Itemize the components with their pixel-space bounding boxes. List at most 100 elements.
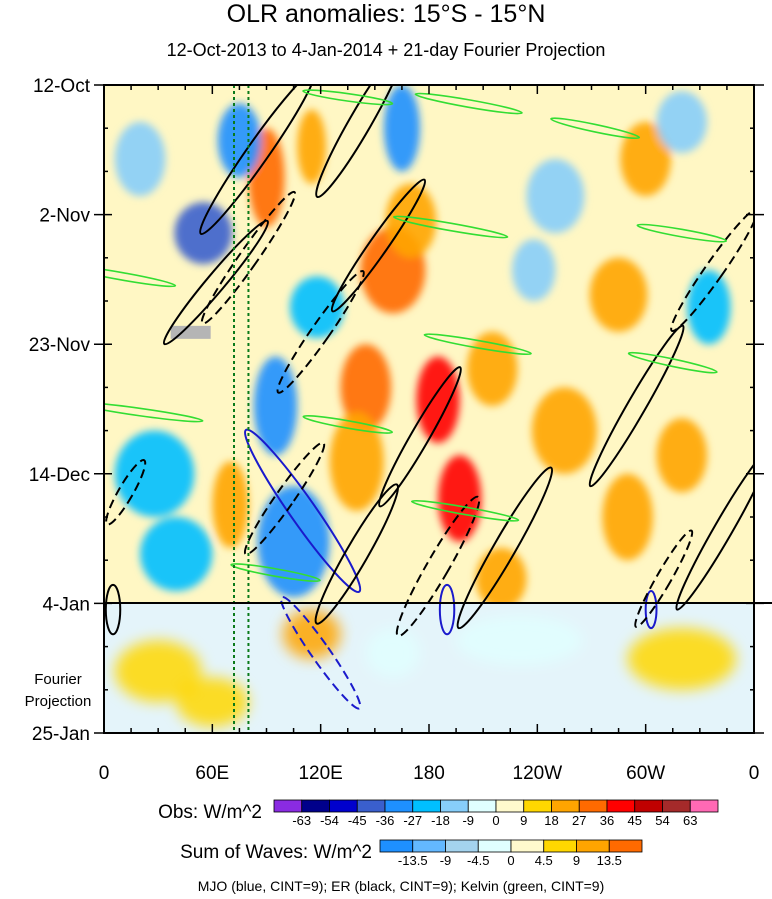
obs-anomaly-patch-3 [297, 109, 327, 184]
kelvin-contour-6 [423, 333, 532, 356]
obs-anomaly-patch-4 [383, 85, 420, 172]
er-contour-6 [378, 366, 462, 508]
colorbar-tick-label: -4.5 [467, 853, 489, 868]
er-contour-16 [104, 583, 122, 636]
colorbar-swatch [606, 799, 636, 813]
y-tick-label: 12-Oct [33, 76, 91, 97]
fourier-projection-field [104, 603, 754, 733]
er-contour-2 [200, 190, 297, 325]
mjo-contour-1 [280, 595, 362, 710]
colorbar-tick-label: 18 [544, 813, 558, 828]
colorbar-tick-label: -9 [440, 853, 452, 868]
obs-anomaly-patch-28 [512, 239, 556, 301]
colorbar-tick-label: -9 [462, 813, 474, 828]
x-tick-label: 60E [195, 763, 229, 784]
colorbar-tick-label: 9 [520, 813, 527, 828]
mjo-contour-0 [244, 428, 362, 594]
colorbar-tick-label: 63 [683, 813, 697, 828]
colorbar-swatch [551, 799, 580, 813]
colorbar-tick-label: -54 [320, 813, 339, 828]
obs-anomaly-patch-10 [416, 356, 460, 443]
projection-anomaly-patch-2 [365, 628, 420, 678]
colorbar-tick-label: 0 [492, 813, 499, 828]
colorbar-title: Obs: W/m^2 [158, 802, 262, 823]
er-contour-13 [675, 448, 754, 611]
mjo-contour-2 [438, 583, 456, 636]
x-tick-label: 0 [99, 763, 110, 784]
missing-data-patch [170, 325, 211, 339]
obs-anomaly-patch-24 [656, 418, 708, 493]
legend-caption: MJO (blue, CINT=9); ER (black, CINT=9); … [198, 878, 605, 894]
kelvin-contour-11 [230, 563, 321, 582]
y-axis: 12-Oct 2-Nov 23-Nov 14-Dec 4-Jan 25-Jan [29, 76, 764, 745]
er-contour-15 [105, 459, 147, 526]
obs-anomaly-patch-12 [438, 455, 482, 542]
er-contour-10 [456, 466, 554, 630]
x-tick-label: 0 [749, 763, 760, 784]
y-tick-label: 14-Dec [29, 465, 90, 486]
obs-anomaly-patch-22 [526, 159, 585, 234]
colorbar-swatch [445, 839, 479, 853]
er-contour-1 [315, 85, 406, 199]
er-contour-9 [395, 495, 481, 638]
chart-subtitle: 12-Oct-2013 to 4-Jan-2014 + 21-day Fouri… [166, 40, 606, 60]
colorbar-tick-label: 9 [573, 853, 580, 868]
colorbar-swatch [523, 799, 552, 813]
colorbar-swatch [412, 799, 441, 813]
colorbar-tick-label: -63 [292, 813, 311, 828]
x-tick-label: 180 [413, 763, 445, 784]
obs-anomaly-patch-14 [531, 387, 597, 474]
colorbar-tick-label: 54 [655, 813, 669, 828]
projection-anomaly-patch-5 [176, 677, 249, 727]
er-contour-12 [670, 208, 754, 333]
obs-anomaly-patch-27 [114, 122, 166, 197]
observed-anomaly-field [104, 85, 754, 603]
obs-anomaly-patch-17 [140, 517, 213, 592]
er-contour-3 [330, 178, 427, 313]
er-contour-11 [588, 324, 685, 488]
er-contour-5 [276, 269, 365, 394]
colorbar-swatch [379, 839, 414, 853]
colorbar-swatch [608, 839, 643, 853]
kelvin-contour-1 [414, 92, 523, 115]
obs-anomaly-patch-7 [289, 276, 345, 339]
colorbar-tick-label: 27 [572, 813, 586, 828]
obs-anomaly-patch-6 [385, 183, 437, 258]
colorbar-swatch [543, 839, 577, 853]
y-tick-label: 25-Jan [32, 724, 90, 745]
colorbar-tick-label: -36 [376, 813, 395, 828]
y-tick-label: 23-Nov [29, 335, 91, 356]
colorbar-swatch [384, 799, 414, 813]
colorbar-tick-label: 4.5 [535, 853, 553, 868]
kelvin-contour-4 [636, 223, 728, 243]
colorbar-tick-label: -18 [431, 813, 450, 828]
colorbar-tick-label: 13.5 [597, 853, 622, 868]
y-tick-label: 4-Jan [42, 594, 90, 615]
colorbar-tick-label: -45 [348, 813, 367, 828]
obs-anomaly-patch-11 [329, 412, 384, 511]
colorbar-tick-label: -27 [403, 813, 422, 828]
obs-anomaly-patch-2 [217, 103, 262, 178]
colorbar-swatch [440, 799, 469, 813]
colorbar-swatch [273, 799, 303, 813]
obs-anomaly-patch-23 [602, 473, 653, 561]
kelvin-contour-0 [302, 89, 394, 106]
kelvin-contour-5 [104, 265, 177, 288]
projection-anomaly-patch-0 [282, 609, 341, 659]
x-axis: 0 60E 120E 180 120W 60W 0 [99, 85, 760, 784]
x-tick-label: 120E [298, 763, 342, 784]
obs-anomaly-patch-21 [687, 270, 731, 345]
colorbar-swatch [329, 799, 358, 813]
obs-anomaly-patch-9 [340, 344, 392, 431]
forecast-region-label: Fourier Projection [25, 671, 92, 710]
reference-lines [233, 85, 250, 733]
colorbar-tick-label: -13.5 [398, 853, 428, 868]
projection-anomaly-patch-3 [456, 615, 583, 666]
colorbar-swatch [634, 799, 663, 813]
er-contour-4 [162, 219, 269, 346]
colorbar-tick-label: 36 [600, 813, 614, 828]
colorbar-title: Sum of Waves: W/m^2 [180, 842, 372, 863]
colorbar-tick-label: 45 [628, 813, 642, 828]
waves-colorbar: -13.5 -9 -4.5 0 4.5 9 13.5 Sum of Waves: W/m^2 [180, 839, 643, 868]
